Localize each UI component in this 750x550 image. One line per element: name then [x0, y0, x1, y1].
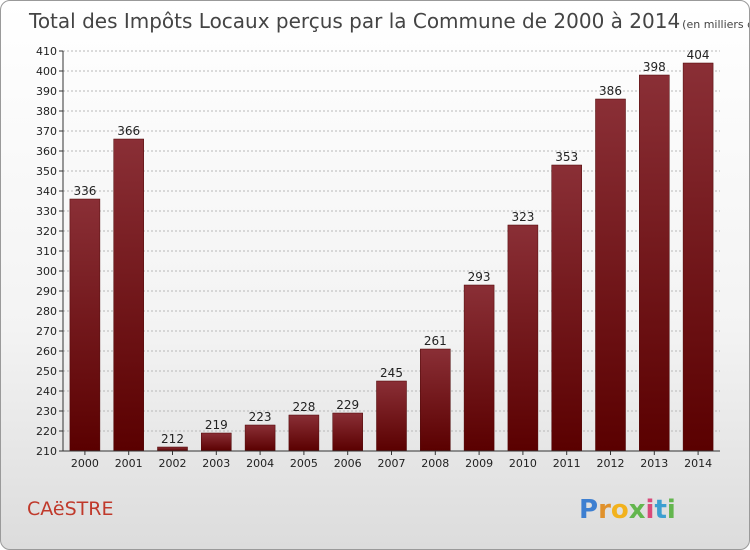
- chart-subtitle: (en milliers d'€): [682, 18, 749, 31]
- bar-value-label-2004: 223: [249, 410, 272, 424]
- y-tick-label-260: 260: [36, 345, 57, 358]
- x-tick-label-2000: 2000: [71, 457, 99, 470]
- bar-2003: [201, 432, 232, 452]
- y-tick-label-330: 330: [36, 205, 57, 218]
- bar-value-label-2001: 366: [117, 124, 140, 138]
- logo-letter-5: t: [654, 495, 666, 525]
- x-tick-label-2014: 2014: [684, 457, 712, 470]
- bar-2011: [551, 164, 582, 452]
- y-tick-label-230: 230: [36, 405, 57, 418]
- x-tick-label-2010: 2010: [509, 457, 537, 470]
- bar-value-label-2008: 261: [424, 334, 447, 348]
- y-tick-label-220: 220: [36, 425, 57, 438]
- y-tick-label-320: 320: [36, 225, 57, 238]
- x-tick-label-2005: 2005: [290, 457, 318, 470]
- bar-value-label-2007: 245: [380, 366, 403, 380]
- bar-2014: [682, 62, 714, 452]
- bar-value-label-2002: 212: [161, 432, 184, 446]
- proxiti-logo: Proxiti: [579, 495, 676, 525]
- y-tick-label-270: 270: [36, 325, 57, 338]
- y-tick-label-370: 370: [36, 125, 57, 138]
- logo-letter-1: r: [598, 495, 611, 525]
- x-tick-label-2009: 2009: [465, 457, 493, 470]
- bar-value-label-2009: 293: [468, 270, 491, 284]
- y-tick-label-240: 240: [36, 385, 57, 398]
- gridlines: [63, 50, 720, 452]
- x-tick-label-2004: 2004: [246, 457, 274, 470]
- x-axis: 2000 2001 2002 2003 2004 2005 2006 2007 2008 2009…: [63, 450, 720, 470]
- bar-2001: [113, 138, 144, 452]
- commune-name: CAëSTRE: [27, 498, 114, 520]
- logo-letter-3: x: [629, 495, 646, 525]
- bar-2009: [463, 284, 495, 452]
- y-tick-label-340: 340: [36, 185, 57, 198]
- y-tick-label-410: 410: [36, 45, 57, 58]
- bar-value-label-2006: 229: [336, 398, 359, 412]
- y-axis: 210 220 230 240 250 260 270 280 290 300 310 320 330 3…: [36, 45, 64, 458]
- x-tick-label-2007: 2007: [378, 457, 406, 470]
- x-tick-label-2012: 2012: [597, 457, 625, 470]
- x-tick-label-2008: 2008: [421, 457, 449, 470]
- bar-2000: [69, 198, 101, 452]
- bar-value-label-2013: 398: [643, 60, 666, 74]
- bar-2010: [507, 224, 539, 452]
- bars: 336 366 212 219 223 228 229 245 261 293 323 353 386 3…: [69, 48, 714, 452]
- bar-value-label-2010: 323: [511, 210, 534, 224]
- bar-value-label-2011: 353: [555, 150, 578, 164]
- y-tick-label-400: 400: [36, 65, 57, 78]
- bar-2012: [595, 98, 626, 452]
- bar-2006: [332, 412, 363, 452]
- logo-letter-6: i: [667, 495, 676, 525]
- y-tick-label-250: 250: [36, 365, 57, 378]
- chart-title: Total des Impôts Locaux perçus par la Co…: [28, 9, 680, 33]
- bar-2013: [639, 74, 670, 452]
- y-tick-label-350: 350: [36, 165, 57, 178]
- x-tick-label-2001: 2001: [115, 457, 143, 470]
- y-tick-label-210: 210: [36, 445, 57, 458]
- logo-letter-4: i: [646, 495, 655, 525]
- bar-2005: [288, 414, 320, 452]
- bar-value-label-2012: 386: [599, 84, 622, 98]
- bar-2002: [157, 446, 188, 452]
- y-tick-label-390: 390: [36, 85, 57, 98]
- bar-value-label-2014: 404: [687, 48, 710, 62]
- y-tick-label-310: 310: [36, 245, 57, 258]
- logo-letter-0: P: [579, 495, 598, 525]
- y-tick-label-290: 290: [36, 285, 57, 298]
- bar-2008: [420, 348, 451, 452]
- bar-value-label-2000: 336: [73, 184, 96, 198]
- x-tick-label-2002: 2002: [159, 457, 187, 470]
- bar-value-label-2005: 228: [292, 400, 315, 414]
- bar-2007: [376, 380, 407, 452]
- x-tick-label-2003: 2003: [202, 457, 230, 470]
- logo-letter-2: o: [611, 495, 629, 525]
- x-tick-label-2013: 2013: [640, 457, 668, 470]
- bar-value-label-2003: 219: [205, 418, 228, 432]
- bar-2004: [244, 424, 276, 452]
- x-tick-label-2011: 2011: [553, 457, 581, 470]
- chart-title-group: Total des Impôts Locaux perçus par la Co…: [28, 9, 749, 33]
- y-tick-label-280: 280: [36, 305, 57, 318]
- y-tick-label-360: 360: [36, 145, 57, 158]
- y-tick-label-380: 380: [36, 105, 57, 118]
- x-tick-label-2006: 2006: [334, 457, 362, 470]
- y-tick-label-300: 300: [36, 265, 57, 278]
